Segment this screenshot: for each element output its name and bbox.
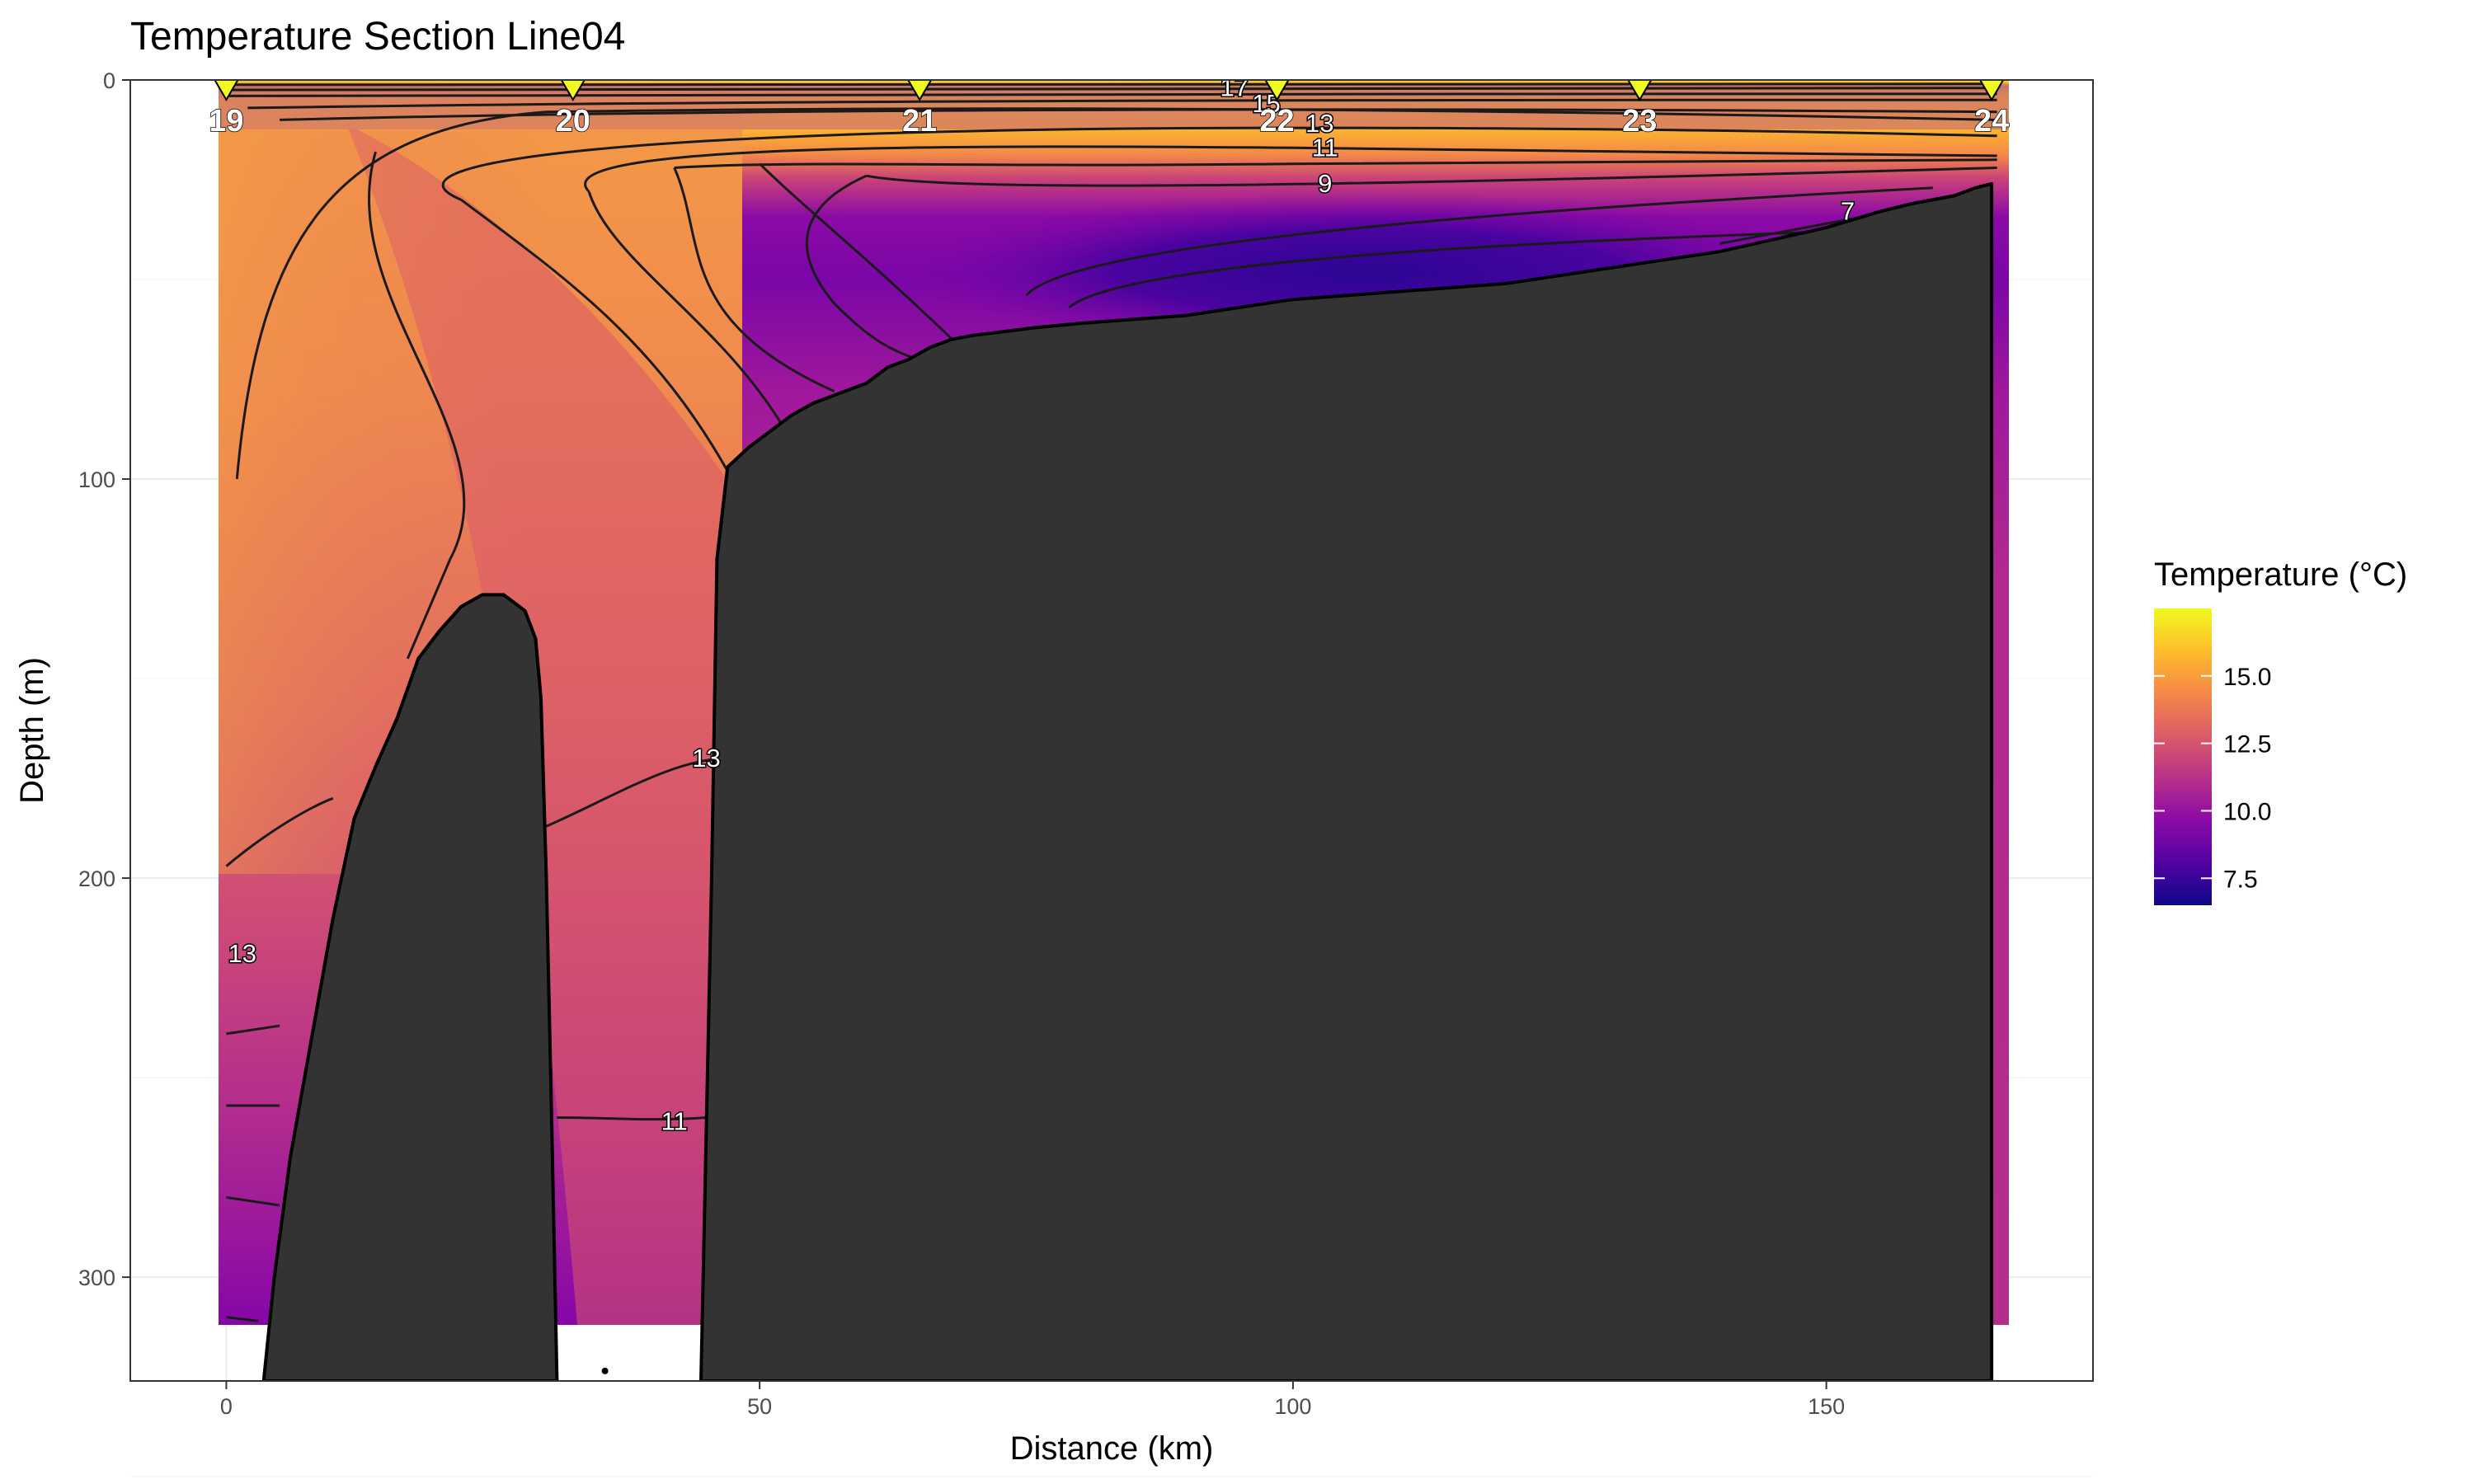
x-axis: 0 50 100 150 xyxy=(220,1381,1845,1419)
y-tick-label-1: 100 xyxy=(78,467,115,492)
contour-line-12 xyxy=(673,167,835,392)
plot-panel-border xyxy=(129,79,2094,1382)
station-label-0: 19 xyxy=(209,104,243,139)
contour-label-5: 7 xyxy=(1841,197,1855,226)
legend-title: Temperature (°C) xyxy=(2154,556,2407,593)
contour-line-3 xyxy=(247,98,1997,110)
contour-label-4: 9 xyxy=(1318,169,1332,198)
contour-line-1 xyxy=(226,87,1997,92)
contour-line-9 xyxy=(584,145,1997,193)
contour-line-23 xyxy=(226,1195,280,1207)
contour-line-0 xyxy=(226,82,1997,87)
contour-line-11 xyxy=(674,158,1997,169)
contour-line-15 xyxy=(805,174,931,365)
bathymetry-1 xyxy=(699,181,1994,1381)
x-tick-label-3: 150 xyxy=(1808,1394,1845,1419)
y-axis-title: Depth (m) xyxy=(14,657,50,804)
contour-label-3: 11 xyxy=(1312,133,1338,162)
y-axis: 0 100 200 300 xyxy=(78,68,130,1290)
y-tick-label-3: 300 xyxy=(78,1266,115,1290)
bathymetry-0 xyxy=(261,593,559,1381)
contour-line-7 xyxy=(441,126,1997,201)
contour-line-13 xyxy=(759,162,974,360)
legend-label-2: 10.0 xyxy=(2223,798,2271,825)
station-marker-3 xyxy=(1264,80,1290,101)
x-axis-title: Distance (km) xyxy=(1010,1430,1214,1467)
station-marker-4 xyxy=(1627,80,1653,101)
contour-line-17 xyxy=(1068,230,1827,309)
contour-label-2: 13 xyxy=(1305,109,1333,138)
station-marker-0 xyxy=(214,80,239,101)
plot-title: Temperature Section Line04 xyxy=(130,15,625,59)
station-label-2: 21 xyxy=(902,104,937,139)
contour-label-0: 17 xyxy=(1221,73,1249,102)
contour-line-24 xyxy=(226,1316,259,1322)
legend-label-0: 15.0 xyxy=(2223,664,2271,691)
contour-line-10 xyxy=(587,191,783,425)
contour-line-8 xyxy=(460,198,729,472)
contour-line-21 xyxy=(226,1024,280,1036)
station-label-4: 23 xyxy=(1622,104,1657,139)
contour-label-8: 11 xyxy=(661,1106,688,1135)
contour-label-6: 13 xyxy=(692,744,720,773)
legend-label-3: 7.5 xyxy=(2223,866,2258,893)
station-label-3: 22 xyxy=(1259,104,1294,139)
legend-label-1: 12.5 xyxy=(2223,731,2271,758)
station-label-1: 20 xyxy=(556,104,590,139)
x-tick-label-2: 100 xyxy=(1274,1394,1311,1419)
y-tick-label-2: 200 xyxy=(78,866,115,891)
station-marker-5 xyxy=(1978,80,2005,101)
x-tick-label-1: 50 xyxy=(747,1394,772,1419)
contour-line-14 xyxy=(866,167,1997,187)
station-marker-1 xyxy=(560,80,586,101)
contour-lines xyxy=(225,82,1997,1322)
bathymetry xyxy=(261,181,1994,1381)
contour-line-16 xyxy=(1025,186,1934,297)
legend-colorbar xyxy=(2154,608,2212,905)
station-label-5: 24 xyxy=(1974,104,2009,139)
y-tick-label-0: 0 xyxy=(103,68,115,93)
bathymetry-point xyxy=(601,1367,609,1374)
contour-line-25 xyxy=(557,1116,707,1121)
legend: Temperature (°C) 15.0 12.5 10.0 7.5 xyxy=(2154,556,2407,905)
contour-line-2 xyxy=(226,92,1997,97)
contour-line-20 xyxy=(545,757,728,828)
contour-line-6 xyxy=(368,151,466,660)
stations: 19 20 21 22 23 24 xyxy=(209,80,2010,139)
contour-label-7: 13 xyxy=(228,939,256,968)
x-tick-label-0: 0 xyxy=(220,1394,233,1419)
contour-line-5 xyxy=(235,107,1997,480)
contour-line-19 xyxy=(225,796,334,867)
station-marker-2 xyxy=(907,80,933,101)
